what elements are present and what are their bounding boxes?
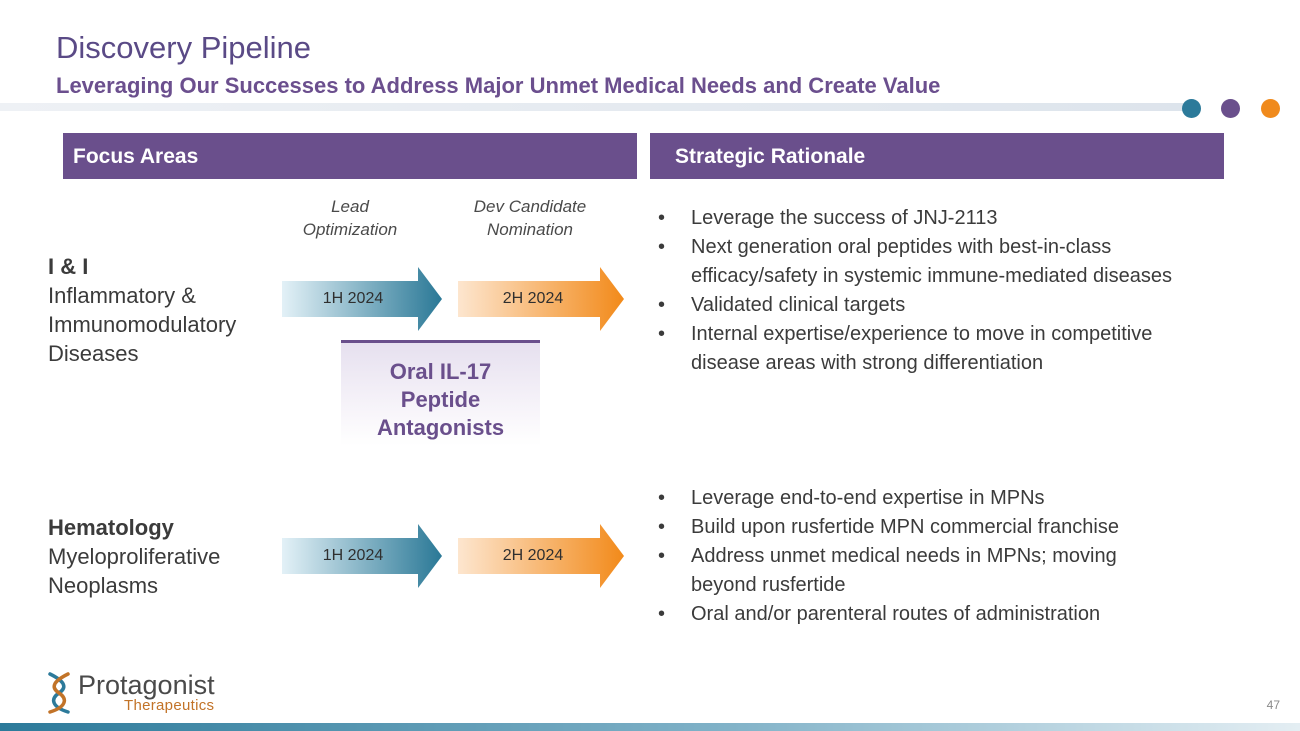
focus-areas-header: Focus Areas bbox=[63, 133, 637, 179]
rationale-list-hematology: • Leverage end-to-end expertise in MPNs •… bbox=[650, 484, 1220, 629]
lead-optimization-arrow-hematology: 1H 2024 bbox=[282, 524, 442, 588]
strategic-rationale-header: Strategic Rationale bbox=[650, 133, 1224, 179]
area-description-ii: Inflammatory & Immunomodulatory Diseases bbox=[48, 283, 237, 366]
lead-date-ii: 1H 2024 bbox=[322, 290, 384, 307]
dev-candidate-heading: Dev Candidate Nomination bbox=[473, 197, 587, 239]
protagonist-logo-icon bbox=[44, 671, 74, 720]
dev-candidate-arrow-ii: 2H 2024 bbox=[458, 267, 624, 331]
area-name-ii: I & I bbox=[48, 254, 89, 279]
page-subtitle: Leveraging Our Successes to Address Majo… bbox=[56, 73, 941, 98]
header-rule bbox=[0, 103, 1190, 111]
list-item: • Address unmet medical needs in MPNs; mo… bbox=[658, 545, 1117, 596]
dev-candidate-arrow-hematology: 2H 2024 bbox=[458, 524, 624, 588]
logo-subtitle: Therapeutics bbox=[124, 697, 215, 714]
lead-optimization-heading: Lead Optimization bbox=[302, 197, 398, 239]
dev-date-ii: 2H 2024 bbox=[502, 290, 564, 307]
list-item: • Build upon rusfertide MPN commercial fr… bbox=[658, 516, 1119, 538]
dev-date-hematology: 2H 2024 bbox=[502, 547, 564, 564]
page-number: 47 bbox=[1266, 698, 1280, 712]
list-item: • Leverage the success of JNJ-2113 bbox=[658, 207, 998, 229]
orange-dot-icon bbox=[1261, 99, 1280, 118]
area-name-hematology: Hematology bbox=[48, 515, 174, 540]
list-item: • Oral and/or parenteral routes of admini… bbox=[658, 603, 1101, 625]
area-description-hematology: Myeloproliferative Neoplasms bbox=[48, 544, 221, 598]
lead-date-hematology: 1H 2024 bbox=[322, 547, 384, 564]
list-item: • Next generation oral peptides with best… bbox=[658, 236, 1172, 287]
list-item: • Leverage end-to-end expertise in MPNs bbox=[658, 487, 1045, 509]
purple-dot-icon bbox=[1221, 99, 1240, 118]
lead-optimization-arrow-ii: 1H 2024 bbox=[282, 267, 442, 331]
logo-wordmark: Protagonist bbox=[78, 670, 215, 700]
rationale-list-ii: • Leverage the success of JNJ-2113 • Next … bbox=[650, 204, 1220, 378]
list-item: • Internal expertise/experience to move i… bbox=[658, 323, 1153, 374]
page-title: Discovery Pipeline bbox=[56, 30, 311, 65]
oral-il17-program-box: Oral IL-17 Peptide Antagonists bbox=[341, 340, 540, 446]
footer-bar bbox=[0, 723, 1300, 731]
teal-dot-icon bbox=[1182, 99, 1201, 118]
list-item: • Validated clinical targets bbox=[658, 294, 906, 316]
